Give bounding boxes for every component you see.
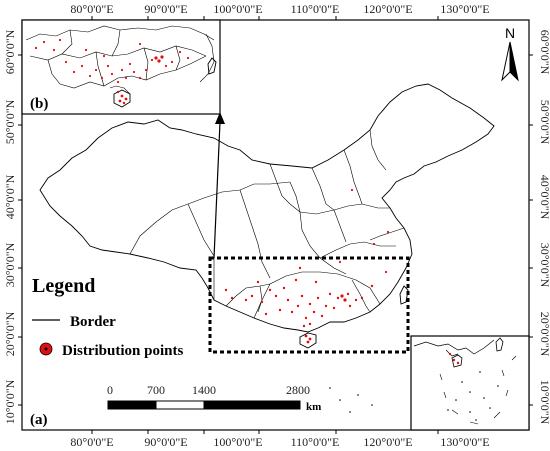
tick-right-3: 30°0'0"N: [538, 243, 550, 288]
inset-south-sea-nine-dash: [439, 355, 517, 425]
tick-bottom-3: 110°0'0"E: [291, 435, 340, 449]
inset-b-taiwan: [207, 57, 217, 75]
zoom-extent-box: [208, 256, 410, 354]
inset-south-sea-hainan: [451, 354, 463, 368]
scattered-islands: [329, 387, 373, 413]
legend-border-label: Border: [70, 314, 116, 330]
tick-bottom-0: 80°0'0"E: [70, 435, 113, 449]
province-borders: [129, 129, 405, 319]
distribution-points-main: [224, 188, 390, 344]
scale-bar: [107, 400, 301, 410]
zoom-arrow-head: [215, 112, 225, 124]
inset-b-borders: [25, 25, 215, 95]
inset-south-sea-taiwan: [495, 337, 504, 352]
tick-top-4: 120°0'0"E: [363, 2, 412, 16]
tick-bottom-5: 130°0'0"E: [440, 435, 489, 449]
tick-top-3: 110°0'0"E: [291, 2, 340, 16]
tick-left-3: 30°0'0"N: [3, 242, 17, 287]
tick-bottom-1: 90°0'0"E: [144, 435, 187, 449]
north-arrow: [501, 41, 519, 82]
tick-left-5: 10°0'0"N: [3, 379, 17, 424]
panel-b-label: (b): [30, 96, 48, 112]
tick-left-2: 40°0'0"N: [3, 174, 17, 219]
tick-top-5: 130°0'0"E: [440, 2, 489, 16]
tick-left-0: 60°0'0"N: [3, 29, 17, 74]
scale-label-2800: 2800: [286, 383, 310, 397]
scale-label-700: 700: [147, 383, 165, 397]
panel-a-label: (a): [30, 412, 48, 428]
inset-south-sea-coast: [413, 339, 495, 357]
legend-points-symbol-core: [44, 347, 48, 351]
tick-top-1: 90°0'0"E: [144, 2, 187, 16]
country-outline: [39, 83, 495, 333]
inset-south-sea-islands: [447, 371, 499, 421]
tick-top-2: 100°0'0"E: [213, 2, 262, 16]
distribution-points-inset-south-sea: [448, 352, 460, 365]
inset-b-hainan: [113, 89, 131, 108]
tick-left-4: 20°0'0"N: [3, 311, 17, 356]
inset-b-frame: [21, 19, 221, 115]
scale-label-0: 0: [107, 383, 113, 397]
scale-label-1400: 1400: [192, 383, 216, 397]
legend-title: Legend: [32, 275, 95, 297]
tick-top-0: 80°0'0"E: [70, 2, 113, 16]
taiwan-island: [399, 285, 409, 305]
legend-points-label: Distribution points: [62, 343, 183, 359]
tick-right-5: 10°0'0"N: [538, 380, 550, 425]
zoom-arrow: [213, 121, 221, 259]
tick-right-4: 20°0'0"N: [538, 312, 550, 357]
frame-ticks: [18, 16, 533, 434]
tick-right-2: 40°0'0"N: [538, 175, 550, 220]
tick-right-0: 60°0'0"N: [538, 30, 550, 75]
tick-bottom-4: 120°0'0"E: [363, 435, 412, 449]
tick-left-1: 50°0'0"N: [3, 99, 17, 144]
distribution-points-inset-b: [34, 38, 190, 105]
hainan-island: [299, 332, 317, 349]
tick-right-1: 50°0'0"N: [538, 100, 550, 145]
tick-bottom-2: 100°0'0"E: [213, 435, 262, 449]
north-label: N: [505, 25, 515, 41]
scale-unit: km: [306, 401, 321, 413]
inset-south-sea-frame: [410, 335, 530, 431]
